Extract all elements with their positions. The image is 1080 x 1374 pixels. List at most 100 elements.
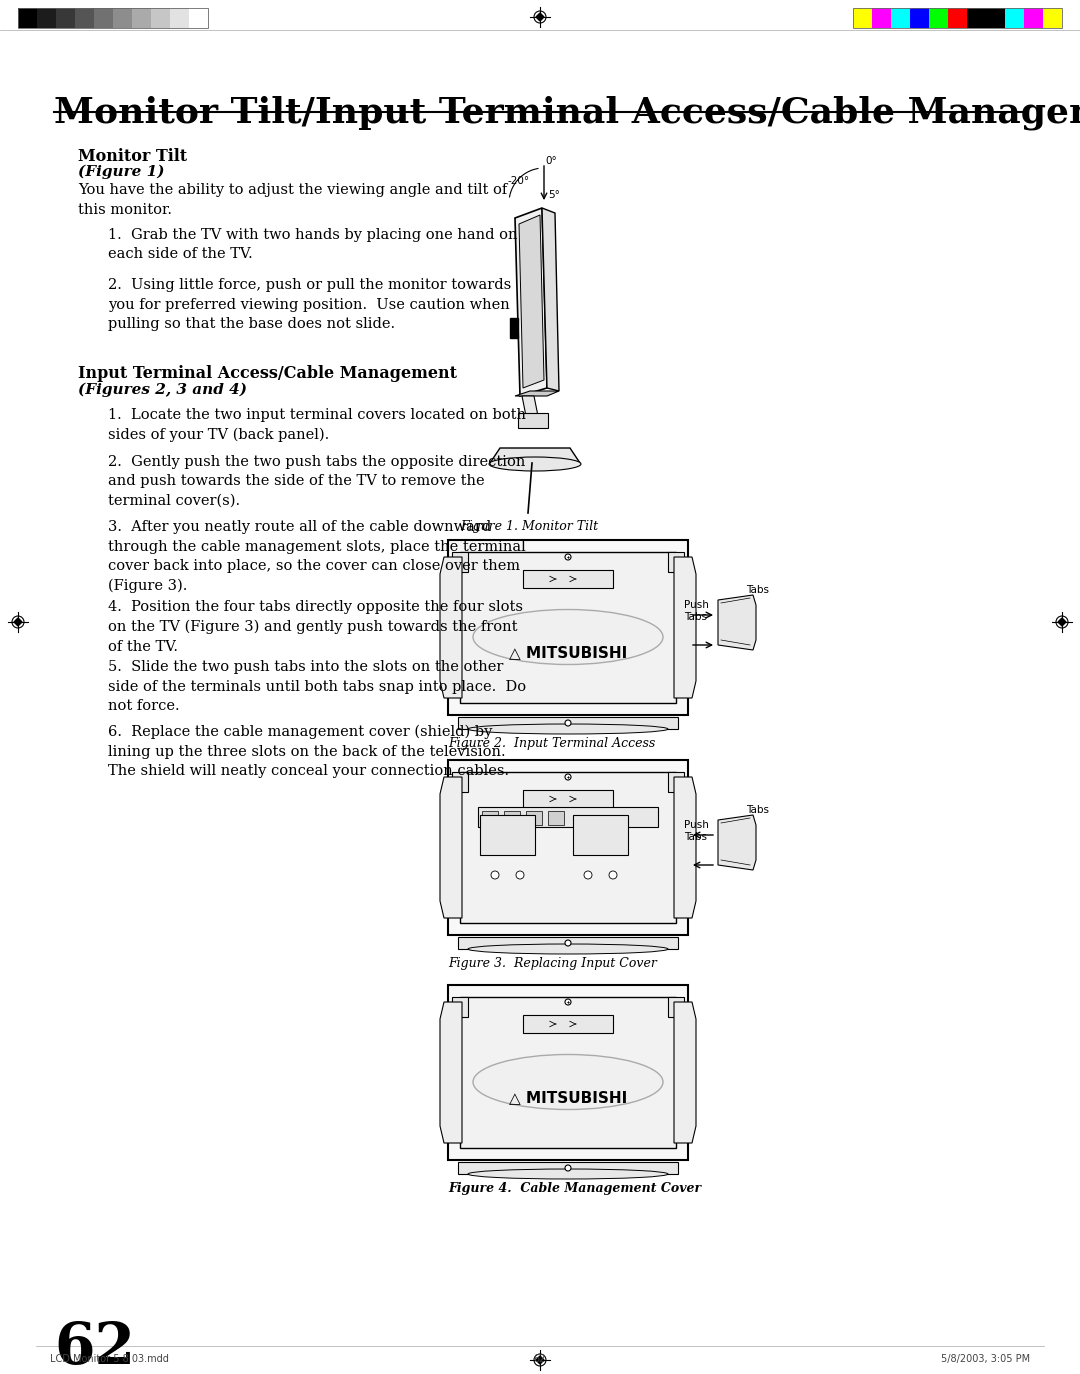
Text: (Figure 1): (Figure 1) <box>78 165 164 180</box>
Text: Figure 4.  Cable Management Cover: Figure 4. Cable Management Cover <box>448 1182 701 1195</box>
Polygon shape <box>490 448 580 463</box>
Polygon shape <box>515 207 546 396</box>
Bar <box>448 985 688 1160</box>
Bar <box>480 815 535 855</box>
Text: 0°: 0° <box>545 157 557 166</box>
Circle shape <box>584 871 592 879</box>
Text: Figure 2.  Input Terminal Access: Figure 2. Input Terminal Access <box>448 736 656 750</box>
Bar <box>1043 8 1062 27</box>
Bar <box>448 760 688 934</box>
Text: Tabs: Tabs <box>746 585 769 595</box>
Bar <box>853 8 872 27</box>
Ellipse shape <box>468 1169 669 1179</box>
Polygon shape <box>458 717 678 730</box>
Bar <box>113 8 132 27</box>
Ellipse shape <box>473 610 663 665</box>
Bar <box>504 811 519 824</box>
Bar <box>510 317 518 338</box>
Text: 5.  Slide the two push tabs into the slots on the other
side of the terminals un: 5. Slide the two push tabs into the slot… <box>108 660 526 713</box>
Bar <box>523 790 613 808</box>
Circle shape <box>565 1165 571 1171</box>
Circle shape <box>565 940 571 947</box>
Circle shape <box>609 871 617 879</box>
Bar <box>548 811 564 824</box>
Polygon shape <box>440 556 462 698</box>
Text: You have the ability to adjust the viewing angle and tilt of
this monitor.: You have the ability to adjust the viewi… <box>78 183 508 217</box>
Text: Tabs: Tabs <box>746 805 769 815</box>
Text: Push
Tabs: Push Tabs <box>684 820 708 842</box>
Text: Input Terminal Access/Cable Management: Input Terminal Access/Cable Management <box>78 365 457 382</box>
Text: Monitor Tilt/Input Terminal Access/Cable Management: Monitor Tilt/Input Terminal Access/Cable… <box>54 95 1080 129</box>
Text: (Figures 2, 3 and 4): (Figures 2, 3 and 4) <box>78 383 247 397</box>
Text: 1.  Locate the two input terminal covers located on both
sides of your TV (back : 1. Locate the two input terminal covers … <box>108 408 526 442</box>
Bar <box>853 8 1062 27</box>
Bar <box>151 8 170 27</box>
Bar <box>891 8 910 27</box>
Text: 62: 62 <box>534 1353 546 1364</box>
Bar <box>170 8 189 27</box>
Circle shape <box>565 720 571 725</box>
Text: 1.  Grab the TV with two hands by placing one hand on
each side of the TV.: 1. Grab the TV with two hands by placing… <box>108 228 517 261</box>
Polygon shape <box>1058 618 1066 627</box>
Polygon shape <box>669 772 684 791</box>
Text: 62: 62 <box>54 1320 135 1374</box>
Text: 4.  Position the four tabs directly opposite the four slots
on the TV (Figure 3): 4. Position the four tabs directly oppos… <box>108 600 523 654</box>
Polygon shape <box>674 556 696 698</box>
Bar <box>573 815 627 855</box>
Ellipse shape <box>473 1054 663 1109</box>
Bar <box>37 8 56 27</box>
Polygon shape <box>674 778 696 918</box>
Bar <box>460 998 676 1149</box>
Bar <box>872 8 891 27</box>
Polygon shape <box>440 1002 462 1143</box>
Bar <box>523 570 613 588</box>
Text: -20°: -20° <box>508 176 530 185</box>
Text: △ MITSUBISHI: △ MITSUBISHI <box>509 644 627 660</box>
Text: 2.  Gently push the two push tabs the opposite direction
and push towards the si: 2. Gently push the two push tabs the opp… <box>108 455 525 508</box>
Polygon shape <box>542 207 559 392</box>
Polygon shape <box>14 618 22 627</box>
Bar <box>75 8 94 27</box>
Circle shape <box>565 999 571 1004</box>
Text: 5/8/2003, 3:05 PM: 5/8/2003, 3:05 PM <box>941 1353 1030 1364</box>
Circle shape <box>565 774 571 780</box>
Bar <box>526 811 542 824</box>
Polygon shape <box>718 595 756 650</box>
Polygon shape <box>453 552 468 572</box>
Bar <box>448 540 688 714</box>
Polygon shape <box>669 998 684 1017</box>
Bar <box>94 8 113 27</box>
Polygon shape <box>519 214 544 387</box>
Text: 3.  After you neatly route all of the cable downward
through the cable managemen: 3. After you neatly route all of the cab… <box>108 519 526 594</box>
Polygon shape <box>536 1356 544 1364</box>
Polygon shape <box>669 552 684 572</box>
Polygon shape <box>522 396 538 416</box>
Text: 2.  Using little force, push or pull the monitor towards
you for preferred viewi: 2. Using little force, push or pull the … <box>108 278 511 331</box>
Polygon shape <box>453 998 468 1017</box>
Bar <box>948 8 967 27</box>
Bar <box>460 772 676 923</box>
Polygon shape <box>453 772 468 791</box>
Bar <box>986 8 1005 27</box>
Bar <box>478 807 658 827</box>
Polygon shape <box>536 12 544 21</box>
Bar <box>56 8 75 27</box>
Circle shape <box>516 871 524 879</box>
Text: Monitor Tilt: Monitor Tilt <box>78 148 187 165</box>
Polygon shape <box>458 1162 678 1173</box>
Text: △ MITSUBISHI: △ MITSUBISHI <box>509 1090 627 1105</box>
Text: 6.  Replace the cable management cover (shield) by
lining up the three slots on : 6. Replace the cable management cover (s… <box>108 725 509 779</box>
Text: Figure 3.  Replacing Input Cover: Figure 3. Replacing Input Cover <box>448 958 657 970</box>
Bar <box>1005 8 1024 27</box>
Bar <box>18 8 37 27</box>
Bar <box>460 552 676 703</box>
Bar <box>1024 8 1043 27</box>
Polygon shape <box>458 937 678 949</box>
Bar <box>929 8 948 27</box>
Ellipse shape <box>489 458 581 471</box>
Bar <box>523 1015 613 1033</box>
Text: 5°: 5° <box>548 190 559 201</box>
Polygon shape <box>515 392 559 396</box>
Bar <box>910 8 929 27</box>
Polygon shape <box>718 815 756 870</box>
